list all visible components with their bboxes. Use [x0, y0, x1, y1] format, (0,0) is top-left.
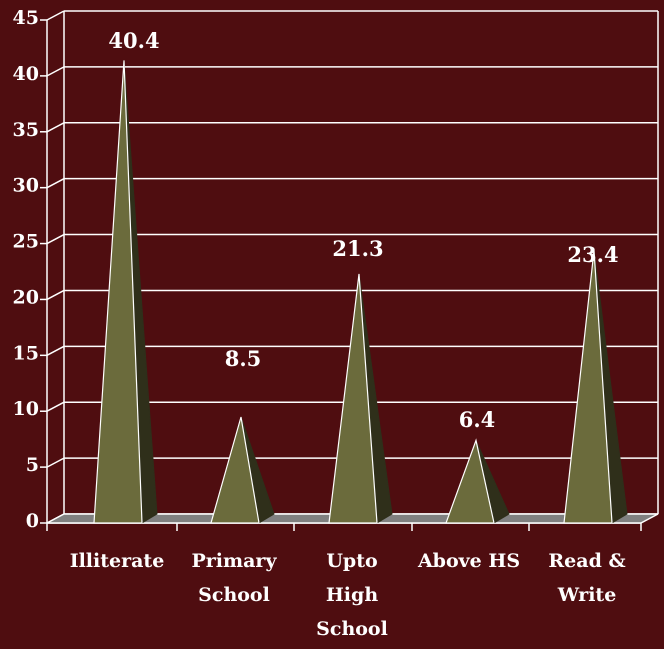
- category-label-line: School: [316, 618, 388, 640]
- category-label-line: Write: [557, 584, 617, 606]
- pyramid-front-face: [328, 273, 378, 524]
- category-label: Primary School: [192, 550, 278, 606]
- gridline-side: [46, 122, 65, 133]
- gridline-side: [46, 345, 65, 356]
- y-tick-label: 10: [13, 398, 39, 420]
- pyramid-bar: [328, 273, 393, 524]
- data-label: 8.5: [225, 346, 262, 371]
- gridline-side: [46, 10, 65, 21]
- y-tick-label: 20: [13, 286, 39, 308]
- pyramid-bar: [210, 416, 275, 524]
- gridline-side: [46, 401, 65, 412]
- y-tick-label: 45: [13, 7, 39, 29]
- data-labels: 40.4 8.5 21.3 6.4 23.4: [108, 28, 618, 432]
- category-label-line: Read &: [548, 550, 625, 572]
- pyramid-bar: [445, 438, 510, 524]
- category-label: Above HS: [417, 550, 520, 572]
- pyramid-front-face: [563, 250, 613, 524]
- y-tick-labels: 0 5 10 15 20 25 30 35 40 45: [13, 7, 39, 532]
- y-tick-label: 5: [26, 454, 39, 476]
- gridline-side: [46, 289, 65, 301]
- category-label-line: High: [326, 584, 378, 606]
- y-tick-label: 40: [13, 63, 39, 85]
- pyramid-front-face: [93, 60, 143, 524]
- gridline-side: [46, 457, 65, 468]
- category-label: Illiterate: [70, 550, 165, 572]
- gridline-side: [46, 178, 65, 189]
- category-label: Read & Write: [548, 550, 625, 606]
- data-label: 23.4: [567, 242, 618, 267]
- y-tick-label: 0: [26, 510, 39, 532]
- pyramid-bar: [93, 60, 158, 524]
- category-labels: Illiterate Primary School Upto High School Abo…: [70, 550, 626, 640]
- gridline-side: [46, 66, 65, 77]
- y-tick-label: 25: [13, 231, 39, 253]
- category-label-line: Primary: [192, 550, 278, 572]
- y-tick-label: 30: [13, 175, 39, 197]
- pyramid-front-face: [210, 416, 260, 524]
- category-label-line: Illiterate: [70, 550, 165, 572]
- data-label: 6.4: [459, 407, 496, 432]
- category-label: Upto High School: [316, 550, 388, 640]
- y-tick-label: 35: [13, 119, 39, 141]
- category-label-line: School: [198, 584, 270, 606]
- pyramid-bars: [93, 60, 628, 524]
- data-label: 21.3: [332, 236, 383, 261]
- data-label: 40.4: [108, 28, 159, 53]
- y-tick-label: 15: [13, 342, 39, 364]
- pyramid-front-face: [445, 438, 495, 524]
- pyramid-bar: [563, 250, 628, 524]
- category-label-line: Upto: [326, 550, 377, 572]
- gridline-side: [46, 233, 65, 245]
- category-label-line: Above HS: [417, 550, 520, 572]
